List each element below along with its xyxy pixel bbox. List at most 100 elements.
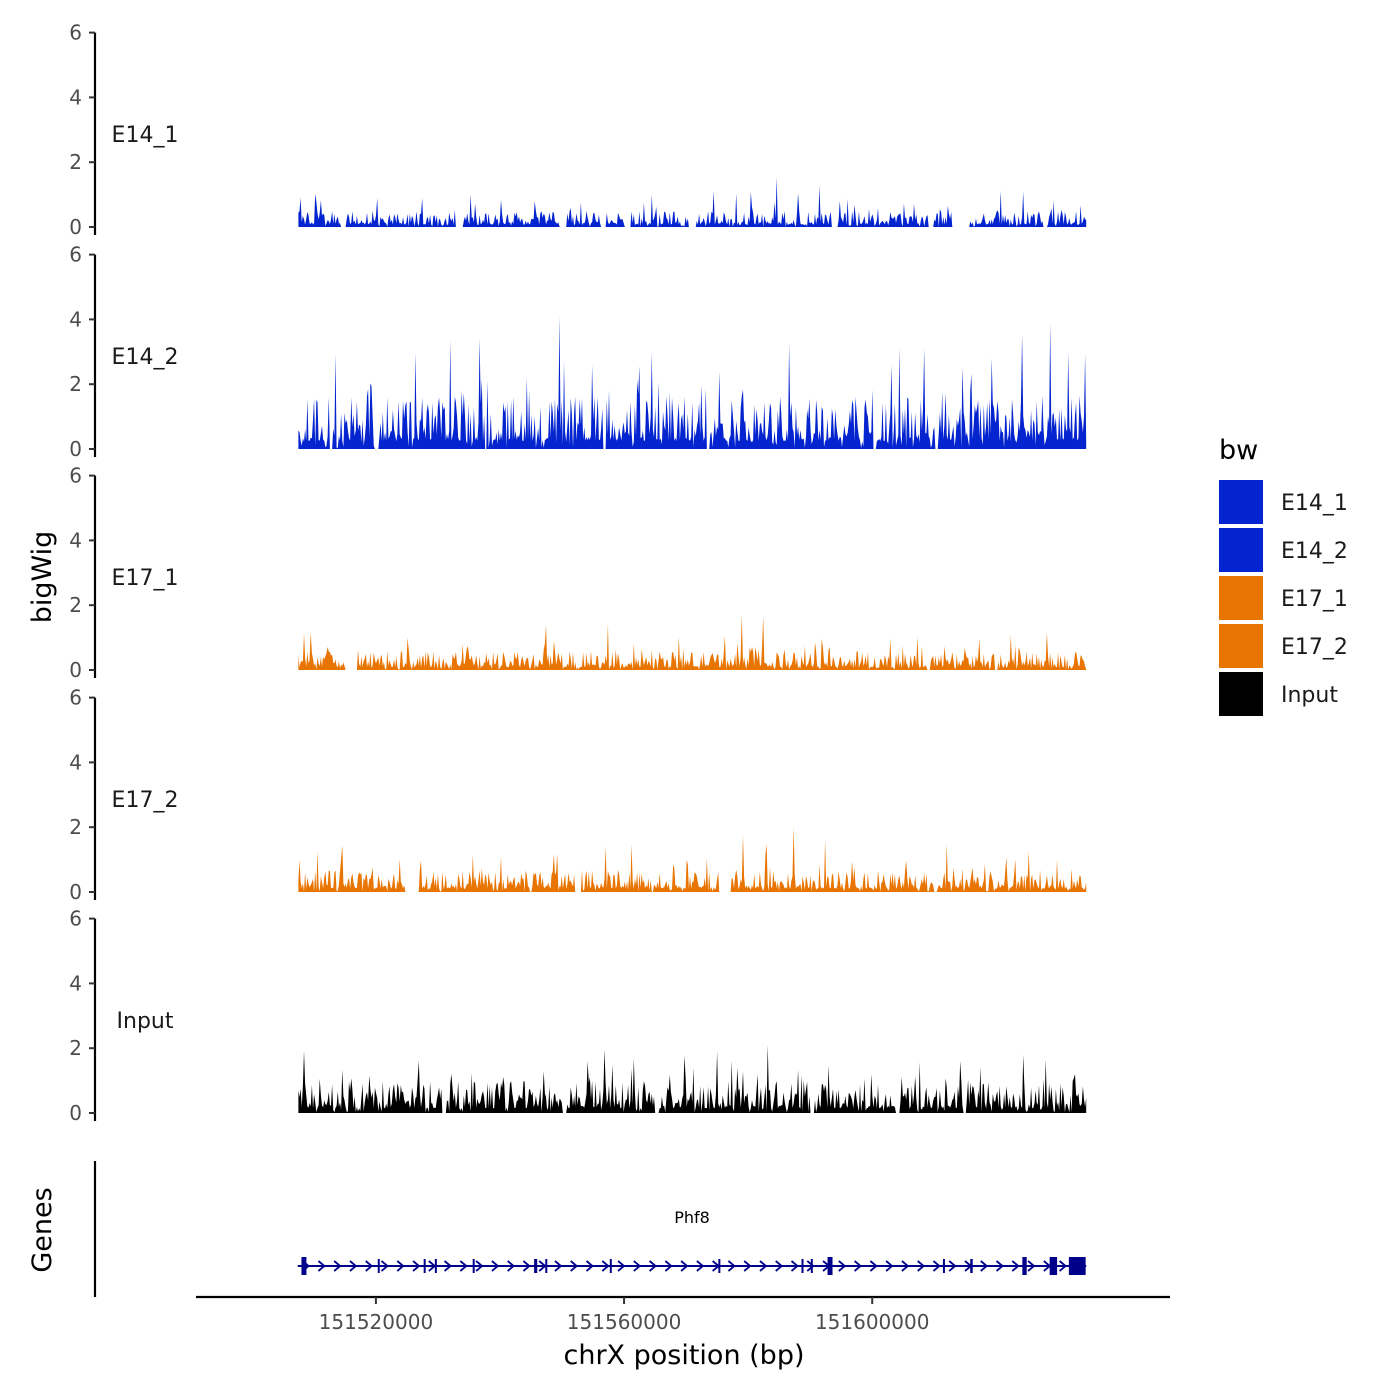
strand-arrow [1059,1260,1067,1272]
track-label: E17_2 [112,788,179,813]
strand-arrow [743,1260,752,1272]
strand-arrow [980,1260,989,1272]
strand-arrow [443,1260,452,1272]
signal-area [298,316,1087,449]
track-e14-1: 0 2 4 6 E14_1 [69,21,1087,239]
y-tick-label: 6 [69,907,82,931]
x-tick-label: 151600000 [815,1310,930,1334]
legend-swatch [1219,576,1263,620]
legend-label: E14_1 [1281,491,1348,516]
tracks-layer: 0 2 4 6 E14_1 0 2 4 6 E14_2 0 2 4 6 E17_1 0 2 4 6 E17_2 0 2 4 6… [69,21,1087,1125]
strand-arrow [507,1260,516,1272]
gene-exon [434,1259,437,1273]
y-tick-label: 6 [69,686,82,710]
y-tick-label: 2 [69,815,82,839]
gene-exon [1022,1257,1027,1275]
strand-arrow [570,1260,579,1272]
y-tick-label: 0 [69,658,82,682]
y-tick-label: 2 [69,1036,82,1060]
y-tick-label: 6 [69,243,82,267]
track-label: E14_2 [112,345,179,370]
strand-arrow [617,1260,626,1272]
y-tick-label: 0 [69,215,82,239]
strand-arrow [917,1260,926,1272]
y-tick-label: 2 [69,372,82,396]
gene-label: Phf8 [674,1208,710,1227]
gene-exon [970,1259,973,1273]
y-tick-label: 4 [69,528,82,552]
strand-arrow [428,1260,437,1272]
y-tick-label: 4 [69,750,82,774]
genes-axis-title: Genes [27,1187,58,1272]
strand-arrow [633,1260,642,1272]
signal-area [298,177,1087,227]
strand-arrow [380,1260,389,1272]
legend-swatch [1219,480,1263,524]
gene-exon [545,1259,548,1273]
track-label: E17_1 [112,566,179,591]
gene-exon [609,1259,612,1273]
strand-arrow [459,1260,468,1272]
track-e17-1: 0 2 4 6 E17_1 [69,464,1087,682]
signal-area [298,1044,1087,1113]
track-input: 0 2 4 6 Input [69,907,1087,1125]
strand-arrow [775,1260,784,1272]
genes-layer: Phf8 [93,1161,1087,1297]
y-tick-label: 2 [69,593,82,617]
x-tick-label: 151560000 [567,1310,682,1334]
gene-exon [1049,1257,1058,1275]
strand-arrow [585,1260,594,1272]
y-tick-label: 6 [69,464,82,488]
gene-exon [534,1259,538,1273]
strand-arrow [333,1260,342,1272]
strand-arrow [932,1260,941,1272]
track-label: E14_1 [112,123,179,148]
y-tick-label: 0 [69,437,82,461]
x-axis: 151520000 151560000 151600000 [196,1295,1170,1334]
track-e14-2: 0 2 4 6 E14_2 [69,243,1087,461]
strand-arrow [396,1260,405,1272]
track-e17-2: 0 2 4 6 E17_2 [69,686,1087,904]
strand-arrow [885,1260,894,1272]
x-tick-label: 151520000 [319,1310,434,1334]
strand-arrow [349,1260,358,1272]
strand-arrow [412,1260,421,1272]
legend-label: E14_2 [1281,539,1348,564]
strand-arrow [664,1260,673,1272]
signal-area [298,826,1087,892]
strand-arrow [522,1260,531,1272]
gene-exon [827,1257,833,1275]
legend-label: E17_1 [1281,587,1348,612]
legend: bw E14_1 E14_2 E17_1 E17_2 Input [1219,435,1348,716]
gene-exon [472,1259,475,1273]
gene-exon [423,1259,426,1273]
gene-exon [301,1257,307,1275]
y-tick-label: 0 [69,880,82,904]
strand-arrow [901,1260,910,1272]
strand-arrow [995,1260,1004,1272]
strand-arrow [806,1260,815,1272]
strand-arrow [1011,1260,1020,1272]
gene-exon [942,1259,945,1273]
strand-arrow [538,1260,547,1272]
strand-arrow [475,1260,484,1272]
gene-exon [801,1259,804,1273]
gene-exon [810,1259,813,1273]
strand-arrow [317,1260,326,1272]
y-tick-label: 2 [69,150,82,174]
strand-arrow [680,1260,689,1272]
strand-arrow [554,1260,563,1272]
strand-arrow [869,1260,878,1272]
legend-title: bw [1219,435,1258,466]
strand-arrow [601,1260,610,1272]
gene-exon [1068,1257,1086,1275]
legend-swatch [1219,624,1263,668]
y-tick-label: 4 [69,85,82,109]
gene-exon [377,1259,380,1273]
legend-swatch [1219,672,1263,716]
y-tick-label: 4 [69,971,82,995]
strand-arrow [648,1260,657,1272]
strand-arrow [696,1260,705,1272]
y-tick-label: 6 [69,21,82,45]
